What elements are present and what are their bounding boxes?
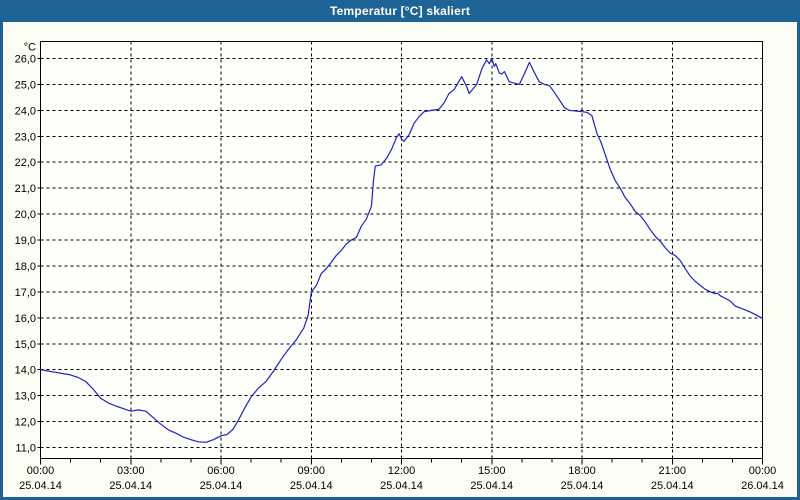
y-tick-label: 17,0 (15, 287, 36, 299)
temperature-line (39, 57, 764, 443)
x-tick-date-label: 25.04.14 (109, 480, 152, 492)
x-tick-date-label: 25.04.14 (19, 480, 62, 492)
y-tick-label: 18,0 (15, 261, 36, 273)
x-tick-time-label: 12:00 (388, 465, 416, 477)
y-tick-label: 12,0 (15, 417, 36, 429)
x-tick-date-label: 25.04.14 (290, 480, 333, 492)
x-tick-date-label: 25.04.14 (380, 480, 423, 492)
y-tick-label: 22,0 (15, 157, 36, 169)
x-tick-time-label: 18:00 (568, 465, 596, 477)
window-border-bottom (0, 497, 800, 500)
window-border-left (0, 22, 3, 500)
x-tick-date-label: 25.04.14 (561, 480, 604, 492)
y-tick-label: 13,0 (15, 391, 36, 403)
y-tick-label: 19,0 (15, 235, 36, 247)
x-tick-date-label: 25.04.14 (470, 480, 513, 492)
y-tick-label: 25,0 (15, 79, 36, 91)
x-tick-date-label: 26.04.14 (741, 480, 784, 492)
x-tick-date-label: 25.04.14 (651, 480, 694, 492)
y-tick-label: 26,0 (15, 54, 36, 66)
y-tick-label: 14,0 (15, 365, 36, 377)
title-bar: Temperatur [°C] skaliert (0, 0, 800, 22)
y-tick-label: 15,0 (15, 339, 36, 351)
y-tick-label: 16,0 (15, 313, 36, 325)
x-tick-time-label: 00:00 (749, 465, 777, 477)
y-tick-label: 23,0 (15, 131, 36, 143)
y-tick-label: 20,0 (15, 209, 36, 221)
y-tick-label: 24,0 (15, 105, 36, 117)
x-tick-time-label: 21:00 (658, 465, 686, 477)
x-tick-time-label: 06:00 (207, 465, 235, 477)
y-tick-label: 21,0 (15, 183, 36, 195)
x-tick-time-label: 09:00 (297, 465, 325, 477)
x-tick-time-label: 00:00 (27, 465, 55, 477)
x-tick-time-label: 03:00 (117, 465, 145, 477)
y-tick-label: 11,0 (15, 443, 36, 455)
y-axis-unit: °C (24, 42, 36, 54)
x-tick-date-label: 25.04.14 (200, 480, 243, 492)
x-tick-time-label: 15:00 (478, 465, 506, 477)
chart-title: Temperatur [°C] skaliert (329, 4, 471, 18)
window-border-right (797, 22, 800, 500)
plot-area (40, 41, 763, 459)
